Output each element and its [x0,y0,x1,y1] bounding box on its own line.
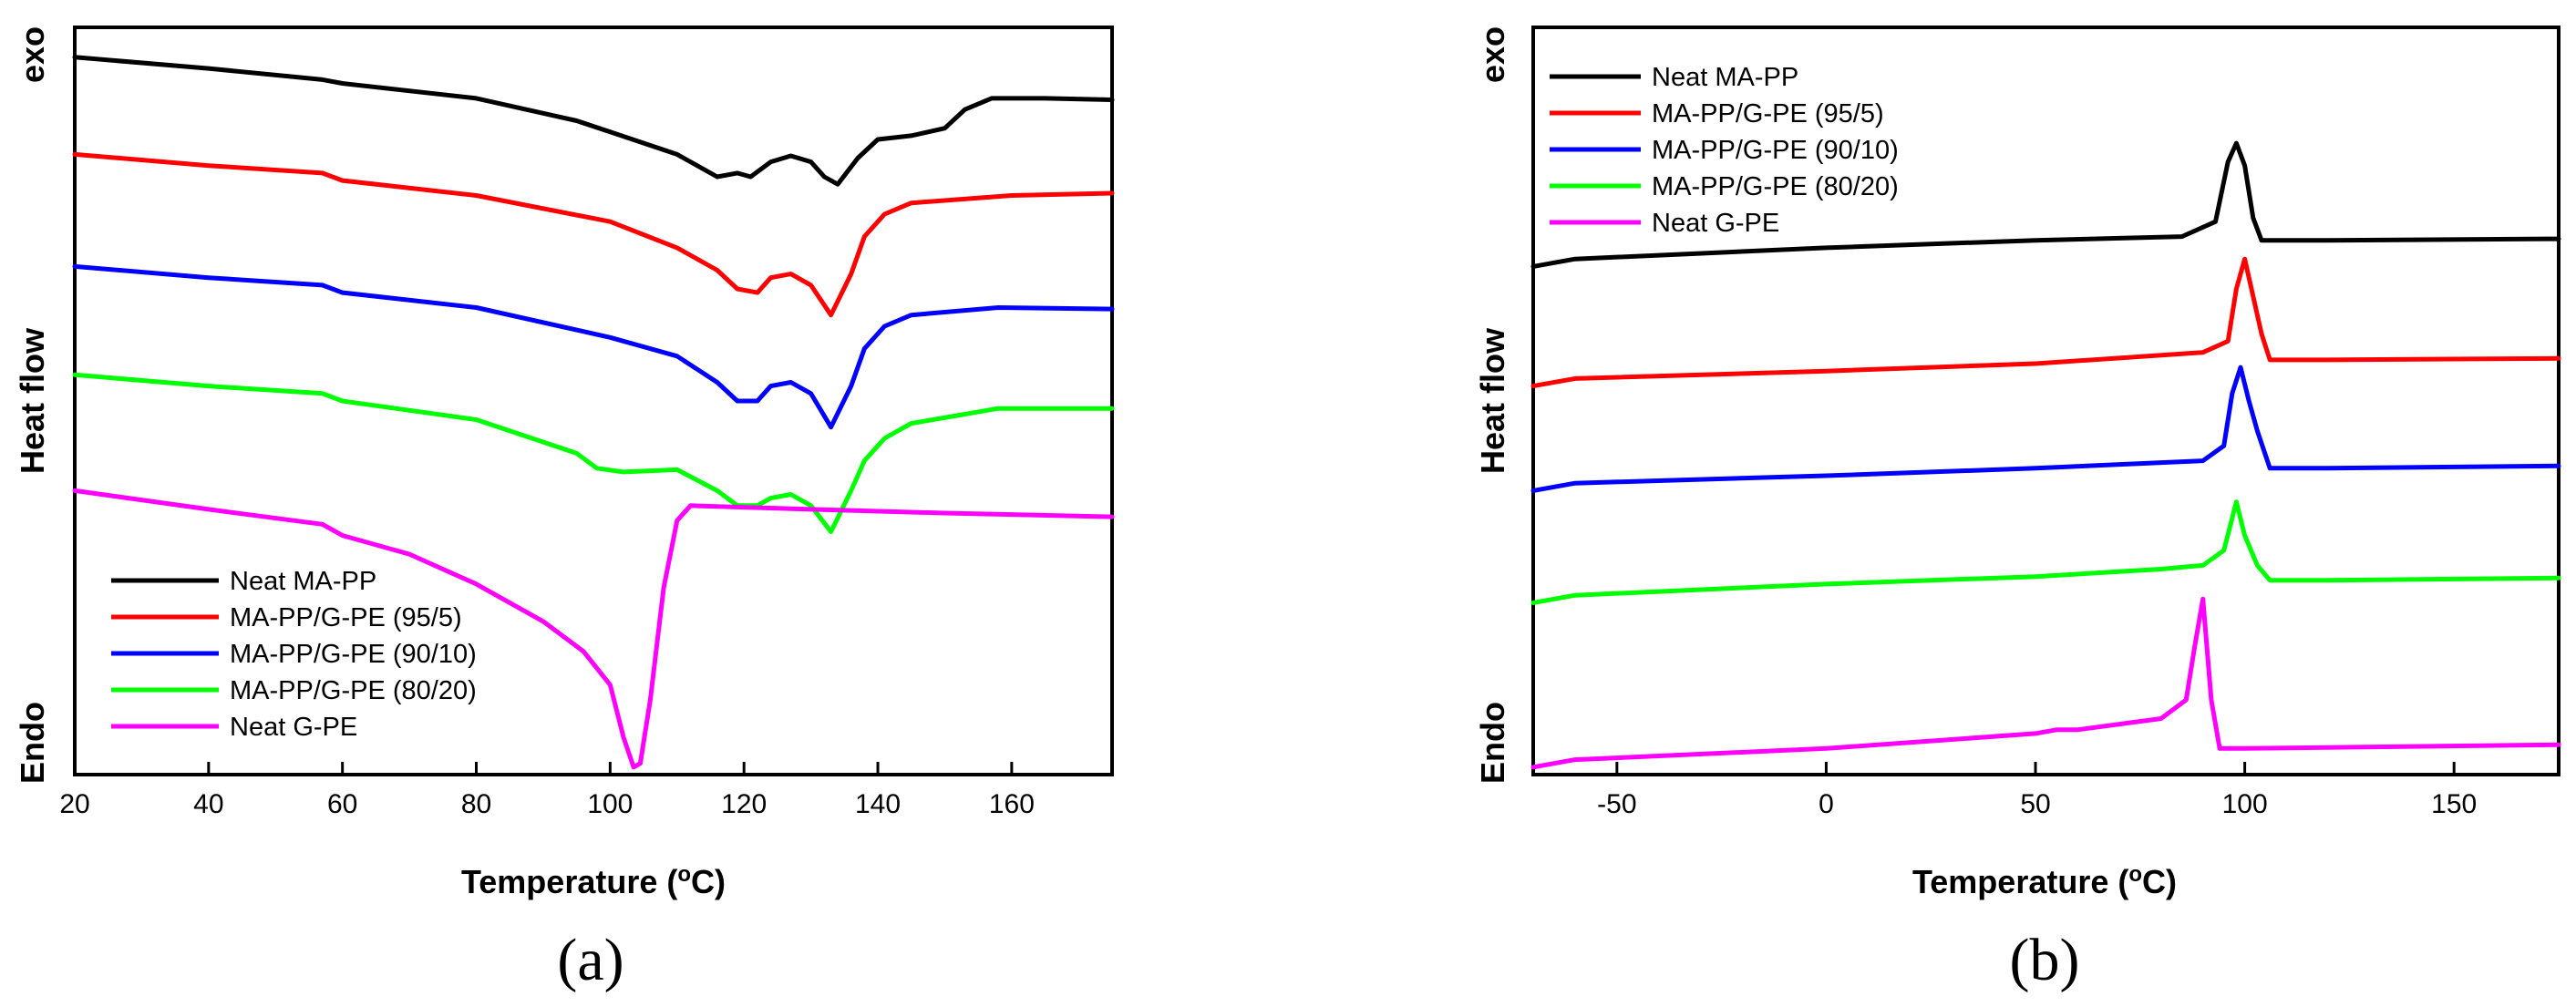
series-group-a [72,55,1115,770]
legend-label: MA-PP/G-PE (80/20) [230,676,477,705]
panel-label-a: (a) [557,927,623,993]
legend-label: MA-PP/G-PE (90/10) [230,640,477,669]
legend-label: MA-PP/G-PE (95/5) [230,603,462,632]
x-tick-label: 140 [855,789,901,819]
legend-b: Neat MA-PP MA-PP/G-PE (95/5) MA-PP/G-PE (9… [1550,63,1899,238]
series-line-2 [1530,256,2561,389]
x-tick-label: 50 [2020,789,2050,819]
series-line-3 [72,263,1115,430]
panel-label-b: (b) [2010,927,2080,993]
series-line-3 [1530,365,2561,493]
y-axis-title-a: Heat flow [14,327,51,474]
legend-label: MA-PP/G-PE (80/20) [1652,172,1899,201]
plot-frame-b [1531,26,2561,776]
x-ticks-a: 20 40 60 80 100 120 140 160 [59,762,1035,819]
legend-label: Neat MA-PP [1652,63,1798,92]
y-axis-top-label-b: exo [1474,26,1511,83]
legend-label: Neat G-PE [1652,209,1779,238]
x-tick-label: 100 [2222,789,2268,819]
legend-label: Neat G-PE [230,713,357,742]
legend-label: Neat MA-PP [230,567,376,596]
legend-a: Neat MA-PP MA-PP/G-PE (95/5) MA-PP/G-PE (9… [111,567,477,742]
plot-frame-a [73,26,1114,776]
series-line-4 [72,372,1115,534]
x-tick-label: 0 [1819,789,1834,819]
series-line-5 [72,488,1115,770]
series-line-1 [1530,140,2561,269]
x-tick-label: 120 [721,789,767,819]
legend-label: MA-PP/G-PE (95/5) [1652,99,1884,128]
series-line-5 [1530,596,2561,770]
x-tick-label: -50 [1597,789,1636,819]
y-axis-bottom-label-a: Endo [14,702,51,784]
x-tick-label: 150 [2431,789,2477,819]
x-tick-label: 20 [59,789,89,819]
x-tick-label: 40 [193,789,223,819]
y-axis-top-label-a: exo [14,26,51,83]
y-axis-title-b: Heat flow [1474,327,1511,474]
chart-panel-a: 20 40 60 80 100 120 140 160 Temperature (oC) He… [14,26,1115,993]
x-axis-title-a: Temperature (oC) [461,862,726,901]
x-axis-title-b: Temperature (oC) [1912,862,2177,901]
chart-panel-b: -50 0 50 100 150 Temperature (oC) Heat flow … [1474,26,2561,993]
x-tick-label: 100 [587,789,633,819]
x-tick-label: 60 [327,789,357,819]
x-tick-label: 80 [461,789,491,819]
series-group-b [1530,140,2561,770]
legend-label: MA-PP/G-PE (90/10) [1652,136,1899,165]
y-axis-bottom-label-b: Endo [1474,702,1511,784]
series-line-1 [72,55,1115,187]
series-line-4 [1530,499,2561,605]
series-line-2 [72,151,1115,318]
x-ticks-b: -50 0 50 100 150 [1597,762,2477,819]
x-tick-label: 160 [989,789,1035,819]
